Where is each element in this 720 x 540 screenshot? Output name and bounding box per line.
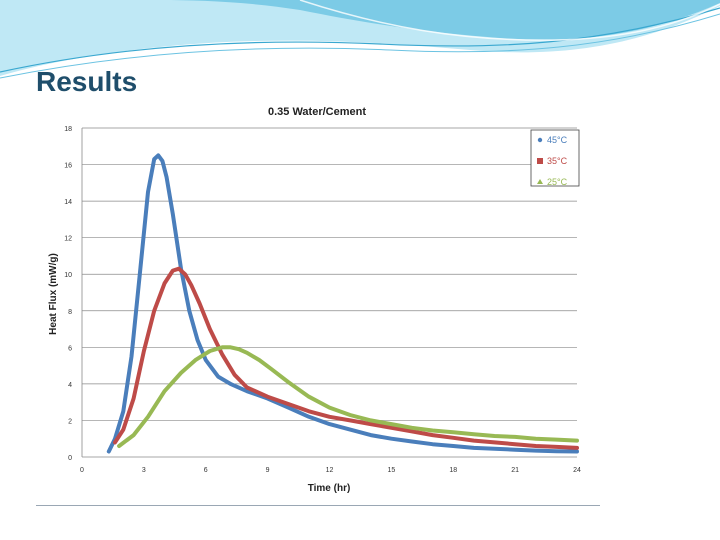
legend-swatch <box>537 179 543 184</box>
series-line-3 <box>117 345 579 448</box>
x-tick-label: 15 <box>387 467 395 474</box>
series-line-1 <box>106 153 579 454</box>
slide-title: Results <box>36 66 138 97</box>
x-tick-label: 6 <box>204 467 208 474</box>
bottom-rule <box>36 505 600 506</box>
header-swoosh-decoration <box>0 0 720 79</box>
x-tick-label: 9 <box>266 467 270 474</box>
y-axis-label: Heat Flux (mW/g) <box>48 253 59 335</box>
x-tick-label: 12 <box>326 467 334 474</box>
y-tick-label: 16 <box>64 163 72 170</box>
y-tick-label: 8 <box>68 309 72 316</box>
y-tick-label: 18 <box>64 126 72 133</box>
legend-swatch <box>537 158 543 164</box>
gridlines <box>82 127 577 421</box>
swoosh-mid-band <box>160 0 720 40</box>
x-tick-label: 3 <box>142 467 146 474</box>
swoosh-line-2 <box>0 13 720 79</box>
chart-legend: 45°C 35°C 25°C <box>530 129 580 187</box>
x-tick-labels: 0 3 6 9 12 15 18 21 24 <box>80 467 581 474</box>
y-tick-label: 10 <box>64 272 72 279</box>
chart-container: 0.35 Water/Cement 0 2 4 6 8 10 12 14 16 18 0 3 6 9 12… <box>36 96 602 508</box>
x-tick-label: 18 <box>449 467 457 474</box>
legend-label: 35°C <box>547 156 568 166</box>
series-line-2 <box>113 266 579 450</box>
legend-label: 45°C <box>547 135 568 145</box>
y-tick-label: 6 <box>68 345 72 352</box>
legend-swatch <box>537 137 543 143</box>
y-tick-label: 0 <box>68 455 72 462</box>
y-tick-labels: 0 2 4 6 8 10 12 14 16 18 <box>64 126 72 462</box>
legend-items: 45°C 35°C 25°C <box>537 135 568 187</box>
y-tick-label: 14 <box>64 199 72 206</box>
y-tick-label: 12 <box>64 236 72 243</box>
x-tick-label: 0 <box>80 467 84 474</box>
swoosh-line-3 <box>299 0 720 41</box>
chart-title: 0.35 Water/Cement <box>268 106 366 118</box>
legend-label: 25°C <box>547 177 568 187</box>
axes <box>81 128 577 458</box>
x-tick-label: 21 <box>511 467 519 474</box>
y-tick-label: 4 <box>68 382 72 389</box>
swoosh-line-1 <box>0 7 720 73</box>
series-lines <box>106 153 579 454</box>
y-tick-label: 2 <box>68 418 72 425</box>
x-axis-label: Time (hr) <box>308 483 351 494</box>
x-tick-label: 24 <box>573 467 581 474</box>
